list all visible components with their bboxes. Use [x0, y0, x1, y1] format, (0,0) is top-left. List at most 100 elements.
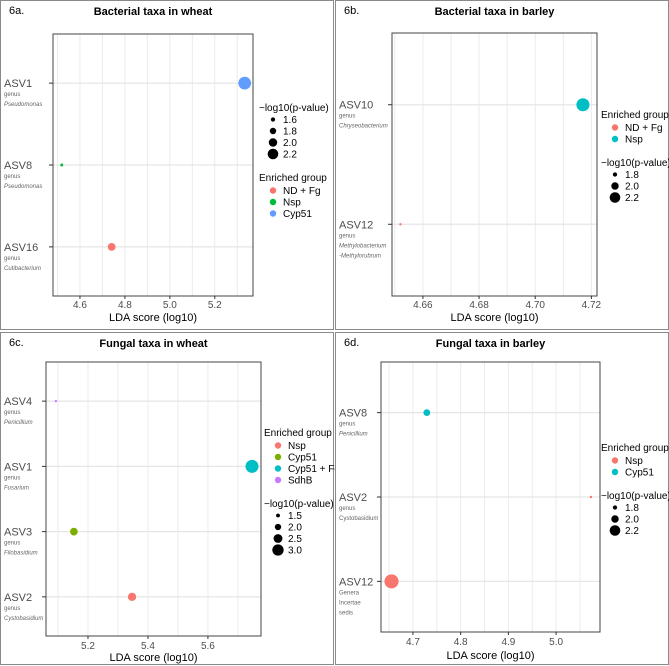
x-tick-label: 4.72: [582, 300, 602, 311]
x-tick-label: 5.0: [549, 637, 563, 648]
size-legend-title: −log10(p-value): [601, 158, 669, 169]
data-point-asv10: [576, 98, 590, 112]
data-point-asv3: [70, 527, 78, 536]
y-tick-sublabel: genus: [339, 422, 355, 428]
panel-tag: 6b.: [344, 5, 359, 17]
plot-border: [391, 32, 598, 297]
color-legend-label: Cyp51: [288, 453, 317, 464]
color-legend-key: [274, 442, 282, 449]
x-tick-label: 4.70: [525, 300, 545, 311]
y-tick-sublabel: genus: [339, 114, 355, 120]
size-legend-label: 2.2: [283, 150, 297, 161]
y-tick-label: ASV4: [4, 396, 32, 408]
size-legend-key: [612, 505, 618, 510]
x-tick-label: 4.66: [413, 300, 433, 311]
y-tick-sublabel: genus: [4, 92, 20, 98]
data-point-asv1: [238, 76, 252, 90]
size-legend-label: 1.5: [288, 511, 302, 522]
size-legend-key: [270, 117, 276, 122]
color-legend-key: [269, 198, 277, 206]
color-legend-label: Cyp51 + Fg: [288, 464, 335, 475]
chart-6b: 6b. Bacterial taxa in barley 4.66 4.68 4.70 4…: [339, 5, 669, 324]
size-legend-key: [276, 513, 280, 518]
color-legend-key: [274, 453, 282, 461]
x-tick-label: 5.2: [81, 641, 95, 652]
data-point-asv12: [384, 574, 399, 589]
y-tick-sublabel: Filobasidium: [4, 551, 38, 557]
color-legend-label: ND + Fg: [283, 186, 321, 197]
size-legend-label: 3.0: [288, 546, 302, 557]
panel-tag: 6a.: [9, 5, 24, 17]
color-legend-title: Enriched group: [259, 173, 327, 184]
x-axis-title: LDA score (log10): [446, 650, 534, 662]
x-tick-label: 5.4: [141, 641, 155, 652]
y-tick-sublabel: Pseudomonas: [4, 184, 42, 190]
size-legend-key: [611, 515, 619, 523]
y-tick-sublabel: Penicillium: [4, 420, 33, 426]
size-legend-key: [269, 127, 277, 135]
panel-6d: 6d. Fungal taxa in barley 4.7 4.8 4.9 5.0 LDA …: [335, 332, 669, 665]
x-tick-label: 4.6: [73, 300, 87, 311]
x-axis-title: LDA score (log10): [109, 652, 197, 664]
x-tick-label: 4.7: [406, 637, 420, 648]
y-tick-label: ASV2: [4, 592, 32, 604]
x-axis-title: LDA score (log10): [450, 312, 538, 324]
size-legend-key: [612, 172, 618, 177]
color-legend-title: Enriched group: [264, 428, 332, 439]
y-tick-sublabel: Cystobasidium: [339, 516, 378, 522]
color-legend-label: Cyp51: [625, 468, 654, 479]
y-tick-sublabel: genus: [4, 606, 20, 612]
x-tick-label: 4.8: [118, 300, 132, 311]
size-legend-title: −log10(p-value): [601, 491, 669, 502]
size-legend-key: [609, 525, 621, 536]
y-tick-sublabel: genus: [4, 174, 20, 180]
color-legend-label: Nsp: [625, 456, 643, 467]
size-legend-label: 1.6: [283, 115, 297, 126]
y-tick-sublabel: -Methylorubrum: [339, 253, 381, 259]
plot-border: [45, 361, 262, 637]
color-legend-key: [274, 465, 282, 472]
y-tick-label: ASV8: [4, 160, 32, 172]
data-point-asv2: [589, 495, 593, 499]
panel-tag: 6d.: [344, 337, 359, 349]
chart-title: Bacterial taxa in barley: [435, 6, 556, 18]
y-tick-sublabel: Methylobacterium: [339, 243, 386, 249]
color-legend-key: [274, 476, 282, 484]
color-legend-key: [611, 135, 619, 143]
y-tick-sublabel: genus: [4, 256, 20, 262]
y-tick-sublabel: genus: [4, 541, 20, 547]
panel-6b: 6b. Bacterial taxa in barley 4.66 4.68 4.70 4…: [335, 0, 669, 330]
panel-6a: 6a. Bacterial taxa in wheat 4.6 4.8 5.0 5.2 LD…: [0, 0, 334, 330]
size-legend-label: 2.2: [625, 193, 639, 204]
size-legend-label: 2.0: [625, 182, 639, 193]
color-legend-label: Cyp51: [283, 209, 312, 220]
y-tick-label: ASV2: [339, 492, 367, 504]
y-tick-label: ASV10: [339, 100, 373, 112]
data-point-asv16: [107, 242, 116, 251]
y-tick-sublabel: Pseudomonas: [4, 102, 42, 108]
y-tick-label: ASV12: [339, 219, 373, 231]
color-legend-label: Nsp: [288, 441, 306, 452]
data-point-asv8: [60, 163, 64, 167]
y-tick-sublabel: Cutibacterium: [4, 266, 41, 272]
chart-6c: 6c. Fungal taxa in wheat 5.2 5.4 5.6 LDA scor…: [4, 337, 335, 664]
y-tick-sublabel: Cystobasidium: [4, 616, 43, 622]
size-legend-label: 2.0: [288, 523, 302, 534]
size-legend-key: [267, 148, 279, 160]
y-tick-sublabel: genus: [4, 475, 20, 481]
y-tick-sublabel: genus: [339, 233, 355, 239]
y-tick-label: ASV1: [4, 78, 32, 90]
color-legend-label: Nsp: [625, 135, 643, 146]
color-legend-key: [269, 210, 277, 217]
color-legend-title: Enriched group: [601, 443, 669, 454]
data-point-asv8: [423, 409, 431, 416]
x-tick-label: 5.2: [208, 300, 222, 311]
size-legend-label: 2.0: [625, 515, 639, 526]
y-tick-label: ASV1: [4, 461, 32, 473]
color-legend-key: [611, 457, 619, 464]
size-legend-label: 1.8: [625, 503, 639, 514]
y-tick-label: ASV8: [339, 408, 367, 420]
y-tick-label: ASV16: [4, 242, 38, 254]
size-legend-label: 1.8: [625, 170, 639, 181]
